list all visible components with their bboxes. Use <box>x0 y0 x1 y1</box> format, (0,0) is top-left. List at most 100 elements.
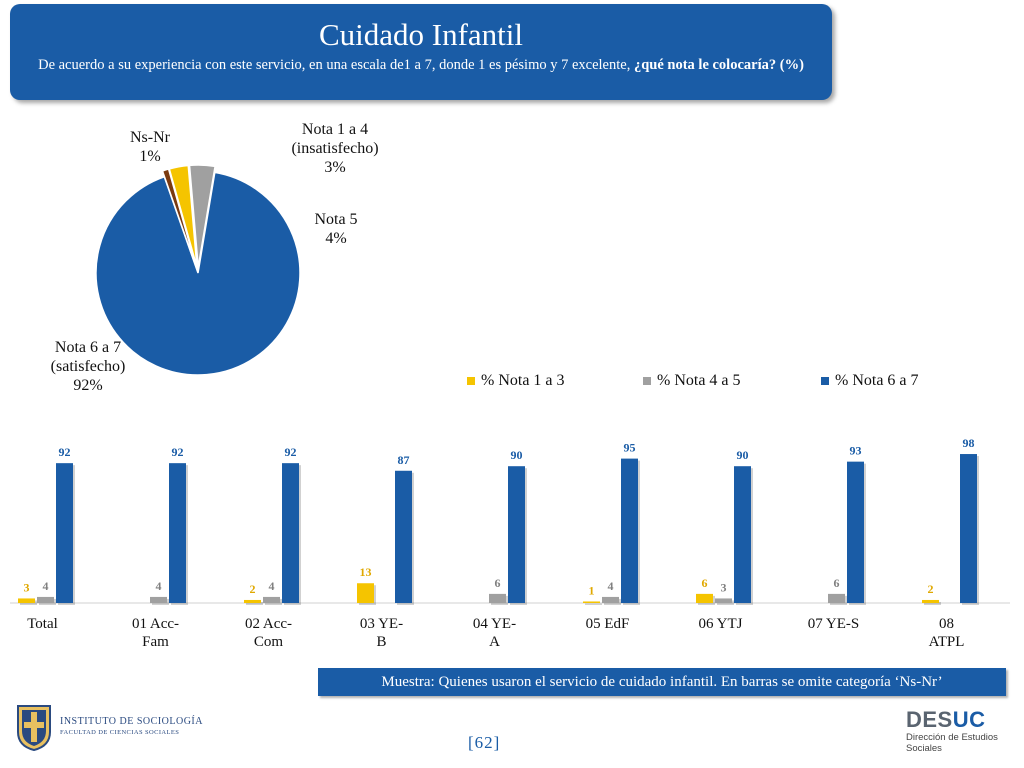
pie-label-satisfecho-line1: Nota 6 a 7 <box>54 339 122 356</box>
bar-nota-6-7-3 <box>395 470 412 603</box>
bar-label-nota-6-7-7: 93 <box>850 444 862 458</box>
desuc-brand-des: DES <box>906 707 953 732</box>
pie-chart-svg <box>95 164 301 376</box>
bar-nota-4-5-5 <box>602 596 619 603</box>
category-label-5: 05 EdF <box>586 616 630 632</box>
page-number: [62] <box>468 733 501 752</box>
bar-nota-4-5-2 <box>263 596 280 603</box>
question-text-bold: ¿qué nota le colocaría? (%) <box>633 57 804 73</box>
legend-swatch-yellow <box>467 377 475 385</box>
pie-label-nota5-line1: Nota 5 <box>314 211 358 228</box>
bar-chart: 3 4 92 Total 4 92 01 Acc- Fam 2 4 92 02 Acc- Com 13 87… <box>0 420 1024 660</box>
category-label-7: 07 YE-S <box>808 616 860 632</box>
bar-nota-6-7-4 <box>508 466 525 603</box>
bar-nota-1-3-8 <box>922 599 939 603</box>
bar-label-nota-6-7-1: 92 <box>172 445 184 459</box>
bar-label-nota-6-7-6: 90 <box>737 448 749 462</box>
sample-note: Muestra: Quienes usaron el servicio de c… <box>318 668 1006 696</box>
bar-label-nota-6-7-0: 92 <box>59 445 71 459</box>
bar-nota-4-5-0 <box>37 596 54 603</box>
pie-label-satisfecho: Nota 6 a 7 (satisfecho) 92% <box>28 338 148 395</box>
category-label-3-line2: B <box>376 634 386 650</box>
legend-swatch-gray <box>643 377 651 385</box>
bar-shadow <box>585 603 602 605</box>
bar-label-nota-6-7-2: 92 <box>285 445 297 459</box>
pie-chart: Nota 6 a 7 (satisfecho) 92% Ns-Nr 1% Not… <box>0 110 440 400</box>
category-label-4-line2: A <box>489 634 500 650</box>
pie-label-insatisfecho: Nota 1 a 4 (insatisfecho) 3% <box>270 120 400 177</box>
category-label-6: 06 YTJ <box>698 616 742 632</box>
pie-label-satisfecho-value: 92% <box>73 377 103 394</box>
page-title: Cuidado Infantil <box>318 17 524 52</box>
bar-label-nota-1-3-6: 6 <box>702 576 708 590</box>
legend-item-nota-1-3: % Nota 1 a 3 <box>467 372 565 390</box>
category-label-1: 01 Acc- <box>132 616 179 632</box>
bar-label-nota-4-5-1: 4 <box>156 579 162 593</box>
instituto-logo: INSTITUTO DE SOCIOLOGÍA FACULTAD DE CIEN… <box>14 702 203 752</box>
bar-shadow <box>924 601 941 605</box>
bar-label-nota-1-3-0: 3 <box>24 580 30 594</box>
bar-nota-6-7-2 <box>282 463 299 603</box>
bar-nota-1-3-0 <box>18 598 35 603</box>
bar-label-nota-4-5-2: 4 <box>269 579 275 593</box>
bar-label-nota-6-7-3: 87 <box>398 453 410 467</box>
pie-label-insatisfecho-value: 3% <box>324 159 346 176</box>
desuc-sub-line2: Sociales <box>906 743 942 754</box>
legend-label-nota-6-7: % Nota 6 a 7 <box>835 372 919 389</box>
bar-nota-4-5-7 <box>828 593 845 603</box>
legend-label-nota-1-3: % Nota 1 a 3 <box>481 372 565 389</box>
legend-label-nota-4-5: % Nota 4 a 5 <box>657 372 741 389</box>
pie-label-nsnr: Ns-Nr 1% <box>110 128 190 166</box>
pie-label-insatisfecho-line2: (insatisfecho) <box>291 140 379 157</box>
bar-nota-6-7-6 <box>734 466 751 603</box>
category-label-8: 08 <box>939 616 954 632</box>
question-text: De acuerdo a su experiencia con este ser… <box>36 56 806 75</box>
legend-swatch-blue <box>821 377 829 385</box>
bar-shadow <box>246 601 263 605</box>
desuc-brand-uc: UC <box>952 707 986 732</box>
bar-label-nota-1-3-8: 2 <box>928 582 934 596</box>
category-label-1-line2: Fam <box>142 634 169 650</box>
bar-label-nota-1-3-5: 1 <box>589 583 595 597</box>
category-label-0: Total <box>27 616 58 632</box>
category-label-2-line2: Com <box>254 634 284 650</box>
bar-label-nota-6-7-8: 98 <box>963 436 975 450</box>
desuc-logo: DESUC Dirección de Estudios Sociales <box>906 708 998 755</box>
bar-nota-6-7-8 <box>960 454 977 603</box>
bar-label-nota-4-5-5: 4 <box>608 579 614 593</box>
title-banner: Cuidado Infantil De acuerdo a su experie… <box>10 4 832 100</box>
bar-label-nota-4-5-0: 4 <box>43 579 49 593</box>
pie-slice-nsnr <box>161 168 197 268</box>
pie-label-nsnr-value: 1% <box>139 148 161 165</box>
bar-nota-6-7-5 <box>621 458 638 603</box>
pie-label-nota5: Nota 5 4% <box>296 210 376 248</box>
bar-nota-6-7-0 <box>56 463 73 603</box>
bar-legend: % Nota 1 a 3 % Nota 4 a 5 % Nota 6 a 7 <box>465 372 985 394</box>
bar-nota-4-5-4 <box>489 593 506 603</box>
university-seal-icon <box>17 705 51 752</box>
bar-nota-4-5-1 <box>150 596 167 603</box>
pie-slice-nota5 <box>188 164 216 268</box>
bar-label-nota-4-5-4: 6 <box>495 576 501 590</box>
legend-item-nota-4-5: % Nota 4 a 5 <box>643 372 741 390</box>
bar-label-nota-4-5-7: 6 <box>834 576 840 590</box>
bar-nota-6-7-1 <box>169 463 186 603</box>
desuc-sub-line1: Dirección de Estudios <box>906 732 998 743</box>
category-label-3: 03 YE- <box>360 616 403 632</box>
bar-nota-1-3-6 <box>696 593 713 603</box>
bar-label-nota-6-7-5: 95 <box>624 441 636 455</box>
instituto-name: INSTITUTO DE SOCIOLOGÍA <box>60 716 203 727</box>
question-text-plain: De acuerdo a su experiencia con este ser… <box>38 57 634 73</box>
category-label-8-line2: ATPL <box>929 634 965 650</box>
bar-nota-1-3-2 <box>244 599 261 603</box>
desuc-brand: DESUC <box>906 708 998 732</box>
pie-label-satisfecho-line2: (satisfecho) <box>50 358 126 375</box>
bar-label-nota-1-3-2: 2 <box>250 582 256 596</box>
pie-label-nota5-value: 4% <box>325 230 347 247</box>
pie-slice-insatisfecho <box>168 164 198 268</box>
legend-item-nota-6-7: % Nota 6 a 7 <box>821 372 919 390</box>
category-label-2: 02 Acc- <box>245 616 292 632</box>
bar-nota-1-3-3 <box>357 583 374 603</box>
pie-slice-satisfecho <box>95 171 301 376</box>
pie-label-nsnr-line1: Ns-Nr <box>130 129 170 146</box>
